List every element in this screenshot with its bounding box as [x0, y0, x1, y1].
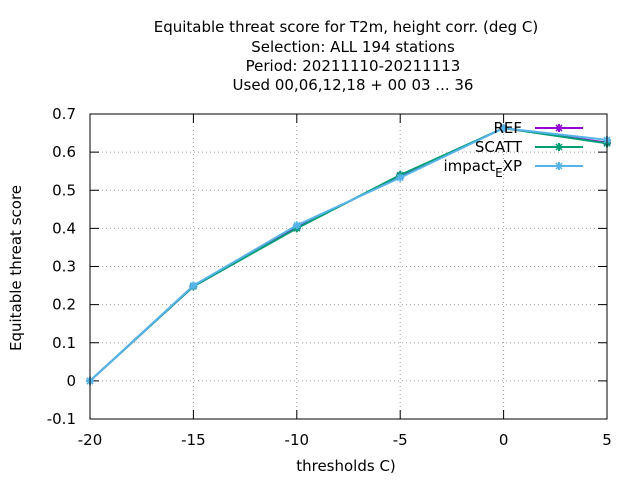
legend-label-impact-exp-text: impact [443, 157, 495, 175]
y-tick-label: 0.2 [52, 296, 76, 314]
y-axis-label: Equitable threat score [7, 185, 25, 351]
series-line-impact-exp [89, 127, 608, 382]
y-tick-label: 0.7 [52, 105, 76, 123]
data-point-impact-exp [292, 221, 301, 230]
title-line-2: Selection: ALL 194 stations [251, 38, 455, 56]
y-tick-label: 0.3 [52, 258, 76, 276]
title-line-4: Used 00,06,12,18 + 00 03 ... 36 [233, 76, 474, 94]
title-line-1: Equitable threat score for T2m, height c… [154, 18, 539, 36]
x-tick-label: -5 [393, 431, 408, 449]
y-tick-label: 0.1 [52, 334, 76, 352]
x-tick-label: -15 [181, 431, 206, 449]
x-tick-label: 5 [602, 431, 612, 449]
grid [90, 114, 607, 419]
legend-label-scatt: SCATT [475, 138, 523, 156]
y-tick-label: -0.1 [47, 410, 76, 428]
y-tick-label: 0.6 [52, 143, 76, 161]
chart-title: Equitable threat score for T2m, height c… [154, 18, 539, 94]
legend-label-impact-exp-subscript: E [495, 166, 503, 180]
x-axis-label: thresholds C) [296, 457, 396, 475]
data-point-impact-exp [189, 281, 198, 290]
legend-sample-impact-exp [535, 162, 583, 170]
legend-samples [535, 124, 583, 170]
x-tick-labels: -20 -15 -10 -5 0 5 [78, 431, 612, 449]
series [86, 124, 611, 385]
y-tick-label: 0 [66, 372, 76, 390]
title-line-3: Period: 20211110-20211113 [246, 57, 461, 75]
legend-sample-scatt [535, 143, 583, 151]
x-tick-label: -10 [285, 431, 310, 449]
series-line-ref [89, 127, 608, 382]
y-tick-label: 0.4 [52, 219, 76, 237]
x-tick-label: 0 [499, 431, 509, 449]
y-tick-label: 0.5 [52, 181, 76, 199]
plot-border [89, 113, 608, 420]
x-tick-label: -20 [78, 431, 103, 449]
legend: REF SCATT impactEXP [443, 119, 583, 180]
data-point-impact-exp [499, 124, 508, 133]
legend-label-impact-exp: impactEXP [443, 157, 522, 180]
legend-sample-ref [535, 124, 583, 132]
data-point-impact-exp [396, 173, 405, 182]
series-line-scatt [89, 127, 608, 382]
axis-ticks [89, 113, 608, 420]
legend-label-impact-exp-tail: XP [503, 157, 522, 175]
y-tick-labels: -0.1 0 0.1 0.2 0.3 0.4 0.5 0.6 0.7 [47, 105, 76, 428]
legend-label-ref: REF [493, 119, 522, 137]
